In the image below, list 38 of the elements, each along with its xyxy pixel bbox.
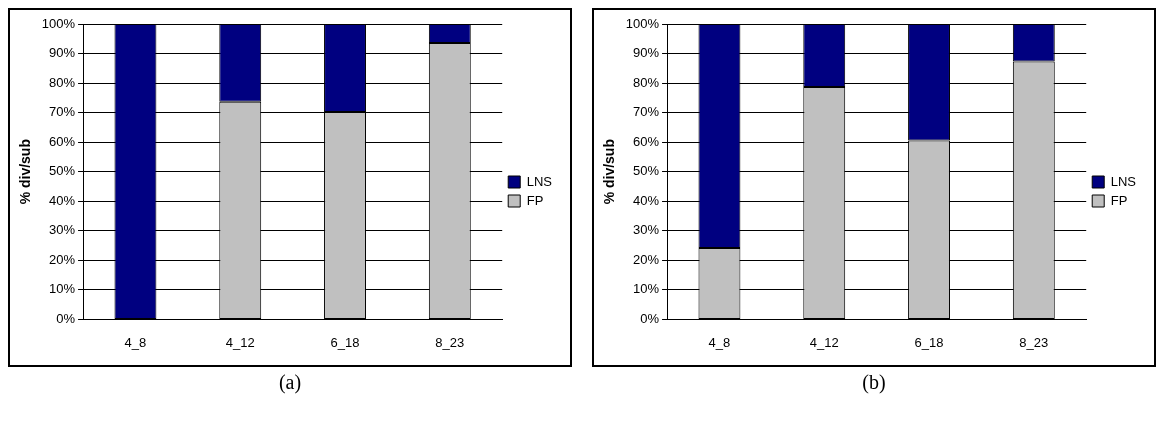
legend-label: LNS <box>526 173 553 189</box>
y-axis-title: % div/sub <box>601 139 618 205</box>
y-tick-label: 80% <box>49 74 76 90</box>
text: (a) <box>278 371 302 394</box>
y-tick-label: 60% <box>49 133 76 149</box>
y-tick-label: 50% <box>49 163 76 179</box>
y-tick-label: 30% <box>633 222 660 238</box>
x-tick-label: 4_12 <box>225 334 255 350</box>
y-tick-label: 100% <box>41 15 76 31</box>
x-tick-label: 8_23 <box>435 334 465 350</box>
x-tick-label: 6_18 <box>330 334 360 350</box>
legend-label: FP <box>526 192 544 208</box>
y-tick-label: 70% <box>49 104 76 120</box>
x-tick-label: 8_23 <box>1019 334 1049 350</box>
y-tick-label: 0% <box>640 310 660 326</box>
y-tick-label: 100% <box>625 15 660 31</box>
y-tick-label: 80% <box>633 74 660 90</box>
legend-label: FP <box>1110 192 1128 208</box>
y-tick-label: 10% <box>633 281 660 297</box>
y-tick-label: 40% <box>49 192 76 208</box>
y-tick-label: 60% <box>633 133 660 149</box>
y-tick-label: 0% <box>56 310 76 326</box>
x-tick-label: 6_18 <box>914 334 944 350</box>
y-axis-title: % div/sub <box>17 139 34 205</box>
y-tick-label: 30% <box>49 222 76 238</box>
y-tick-label: 70% <box>633 104 660 120</box>
y-tick-label: 50% <box>633 163 660 179</box>
y-tick-label: 20% <box>49 251 76 267</box>
y-tick-label: 90% <box>633 45 660 61</box>
y-tick-label: 90% <box>49 45 76 61</box>
legend-label: LNS <box>1110 173 1137 189</box>
y-tick-label: 20% <box>633 251 660 267</box>
y-tick-label: 40% <box>633 192 660 208</box>
y-tick-label: 10% <box>49 281 76 297</box>
x-tick-label: 4_8 <box>708 334 731 350</box>
x-tick-label: 4_12 <box>809 334 839 350</box>
text: (b) <box>862 371 886 394</box>
x-tick-label: 4_8 <box>124 334 147 350</box>
